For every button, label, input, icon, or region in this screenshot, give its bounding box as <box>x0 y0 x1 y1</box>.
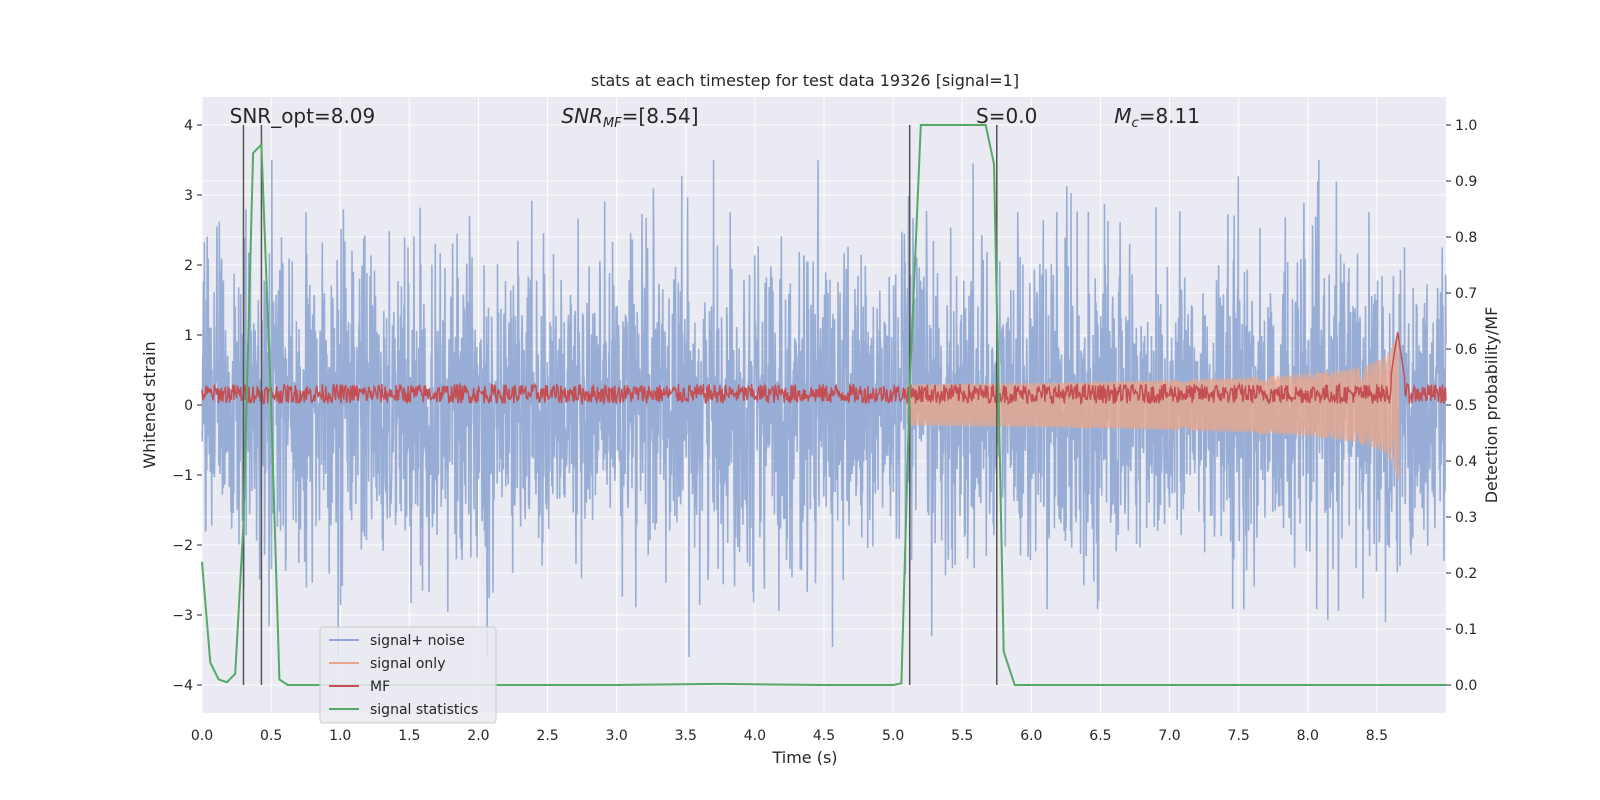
legend-box <box>319 626 497 724</box>
x-axis-label: Time (s) <box>771 748 837 767</box>
x-tick-label: 6.0 <box>1020 728 1042 744</box>
legend-label: signal only <box>370 656 445 672</box>
x-tick-label: 5.5 <box>951 728 973 744</box>
y-tick-label: 1 <box>184 328 193 344</box>
y-axis-right: 0.0 0.1 0.2 0.3 0.4 0.5 0.6 0.7 0.8 0.9 1.0 <box>1446 118 1477 694</box>
x-tick-label: 7.5 <box>1228 728 1250 744</box>
y-tick-label: 2 <box>184 258 193 274</box>
x-tick-label: 3.5 <box>675 728 697 744</box>
y2-tick-label: 0.4 <box>1455 454 1477 470</box>
x-axis: 0.0 0.5 1.0 1.5 2.0 2.5 3.0 3.5 4.0 4.5 5.0 5.5 6.0 6… <box>191 728 1388 744</box>
legend-label: signal+ noise <box>370 633 465 649</box>
x-tick-label: 5.0 <box>882 728 904 744</box>
x-tick-label: 0.0 <box>191 728 213 744</box>
y2-tick-label: 0.8 <box>1455 230 1477 246</box>
y2-tick-label: 0.5 <box>1455 398 1477 414</box>
y2-tick-label: 0.1 <box>1455 622 1477 638</box>
y2-tick-label: 0.0 <box>1455 678 1477 694</box>
y-axis-label: Whitened strain <box>140 341 159 468</box>
y2-tick-label: 1.0 <box>1455 118 1477 134</box>
x-tick-label: 8.0 <box>1297 728 1319 744</box>
signal-only-line <box>906 331 1400 481</box>
x-tick-label: 6.5 <box>1089 728 1111 744</box>
y2-axis-label: Detection probability/MF <box>1482 307 1501 504</box>
y-tick-label: −3 <box>172 608 193 624</box>
x-tick-label: 1.5 <box>398 728 420 744</box>
annotation: SNR_opt=8.09 <box>230 104 376 128</box>
annotation: S=0.0 <box>976 104 1037 128</box>
mf-line <box>201 332 1447 406</box>
series-signal-noise <box>201 159 1447 658</box>
y-tick-label: 4 <box>184 118 193 134</box>
y-tick-label: −2 <box>172 538 193 554</box>
y2-tick-label: 0.9 <box>1455 174 1477 190</box>
x-tick-label: 4.0 <box>744 728 766 744</box>
y-axis-left: −4 −3 −2 −1 0 1 2 3 4 <box>172 118 202 694</box>
x-tick-label: 0.5 <box>260 728 282 744</box>
annotation: Mc=8.11 <box>1114 104 1200 131</box>
x-tick-label: 8.5 <box>1366 728 1388 744</box>
signal-noise-line <box>201 159 1447 658</box>
x-tick-label: 3.0 <box>606 728 628 744</box>
legend-label: MF <box>370 679 390 695</box>
series-mf <box>201 332 1447 406</box>
x-tick-label: 2.0 <box>467 728 489 744</box>
legend-label: signal statistics <box>370 702 478 718</box>
y-tick-label: −4 <box>172 678 193 694</box>
annotation: SNRMF=[8.54] <box>561 104 698 131</box>
signal-statistics-line <box>201 124 1446 686</box>
annotations: SNR_opt=8.09 SNRMF=[8.54] S=0.0 Mc=8.11 <box>230 104 1200 131</box>
legend: signal+ noise signal only MF signal statist… <box>319 626 497 724</box>
y-tick-label: −1 <box>172 468 193 484</box>
x-tick-label: 7.0 <box>1158 728 1180 744</box>
x-tick-label: 4.5 <box>813 728 835 744</box>
y2-tick-label: 0.6 <box>1455 342 1477 358</box>
y2-tick-label: 0.2 <box>1455 566 1477 582</box>
y-tick-label: 3 <box>184 188 193 204</box>
y2-tick-label: 0.3 <box>1455 510 1477 526</box>
y2-tick-label: 0.7 <box>1455 286 1477 302</box>
series-signal-only <box>906 331 1400 481</box>
chart-title: stats at each timestep for test data 193… <box>591 71 1019 90</box>
series-signal-statistics <box>201 124 1446 686</box>
x-tick-label: 2.5 <box>536 728 558 744</box>
x-tick-label: 1.0 <box>329 728 351 744</box>
y-tick-label: 0 <box>184 398 193 414</box>
